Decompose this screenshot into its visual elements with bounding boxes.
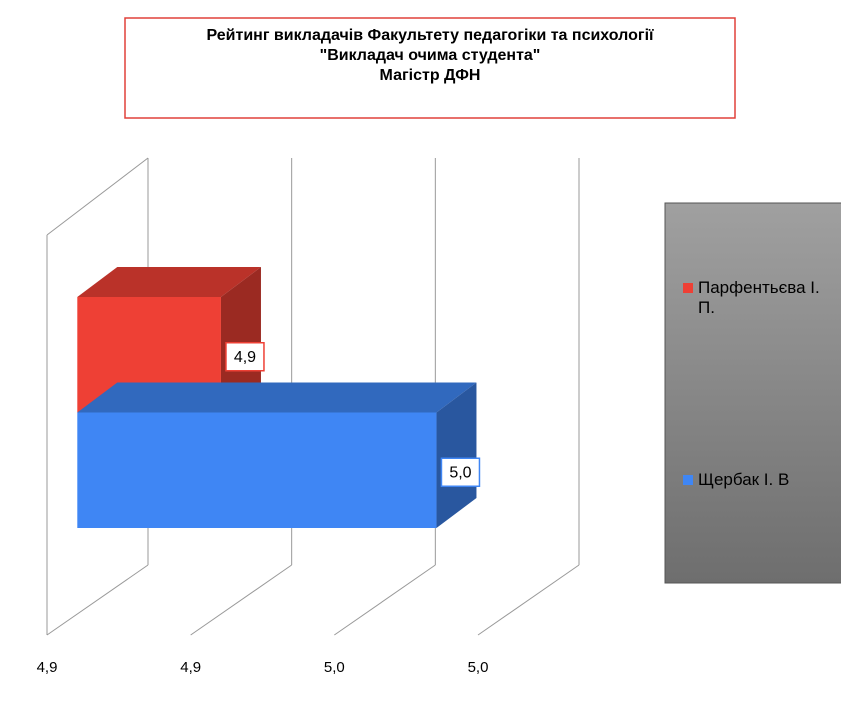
- legend-box: [664, 202, 841, 584]
- legend-swatch: [683, 475, 693, 485]
- floor-grid-line: [334, 564, 436, 636]
- floor-grid-line: [190, 564, 292, 636]
- x-tick-label: 4,9: [180, 659, 201, 676]
- data-label-box: [440, 457, 481, 487]
- legend-label: Парфентьєва І. П.: [698, 278, 820, 317]
- floor-grid-line: [46, 564, 149, 636]
- bar-top: [77, 382, 477, 413]
- x-tick-label: 5,0: [324, 659, 345, 676]
- bar: [77, 412, 437, 528]
- wall-edge: [46, 157, 149, 236]
- bar-side: [220, 267, 261, 413]
- bar-top: [77, 267, 261, 297]
- data-label: 4,9: [234, 349, 256, 366]
- legend-label: Щербак І. В: [698, 470, 790, 489]
- x-tick-label: 4,9: [37, 659, 58, 676]
- bar-side: [436, 382, 477, 528]
- chart-title: Рейтинг викладачів Факультету педагогіки…: [206, 27, 654, 84]
- legend-entry: Щербак І. В: [683, 470, 838, 490]
- data-label-box: [225, 342, 265, 372]
- legend-entry: Парфентьєва І. П.: [683, 278, 838, 318]
- title-box: [124, 17, 736, 119]
- data-label: 5,0: [449, 464, 471, 481]
- x-tick-label: 5,0: [468, 659, 489, 676]
- floor-grid-line: [477, 564, 580, 636]
- legend-swatch: [683, 283, 693, 293]
